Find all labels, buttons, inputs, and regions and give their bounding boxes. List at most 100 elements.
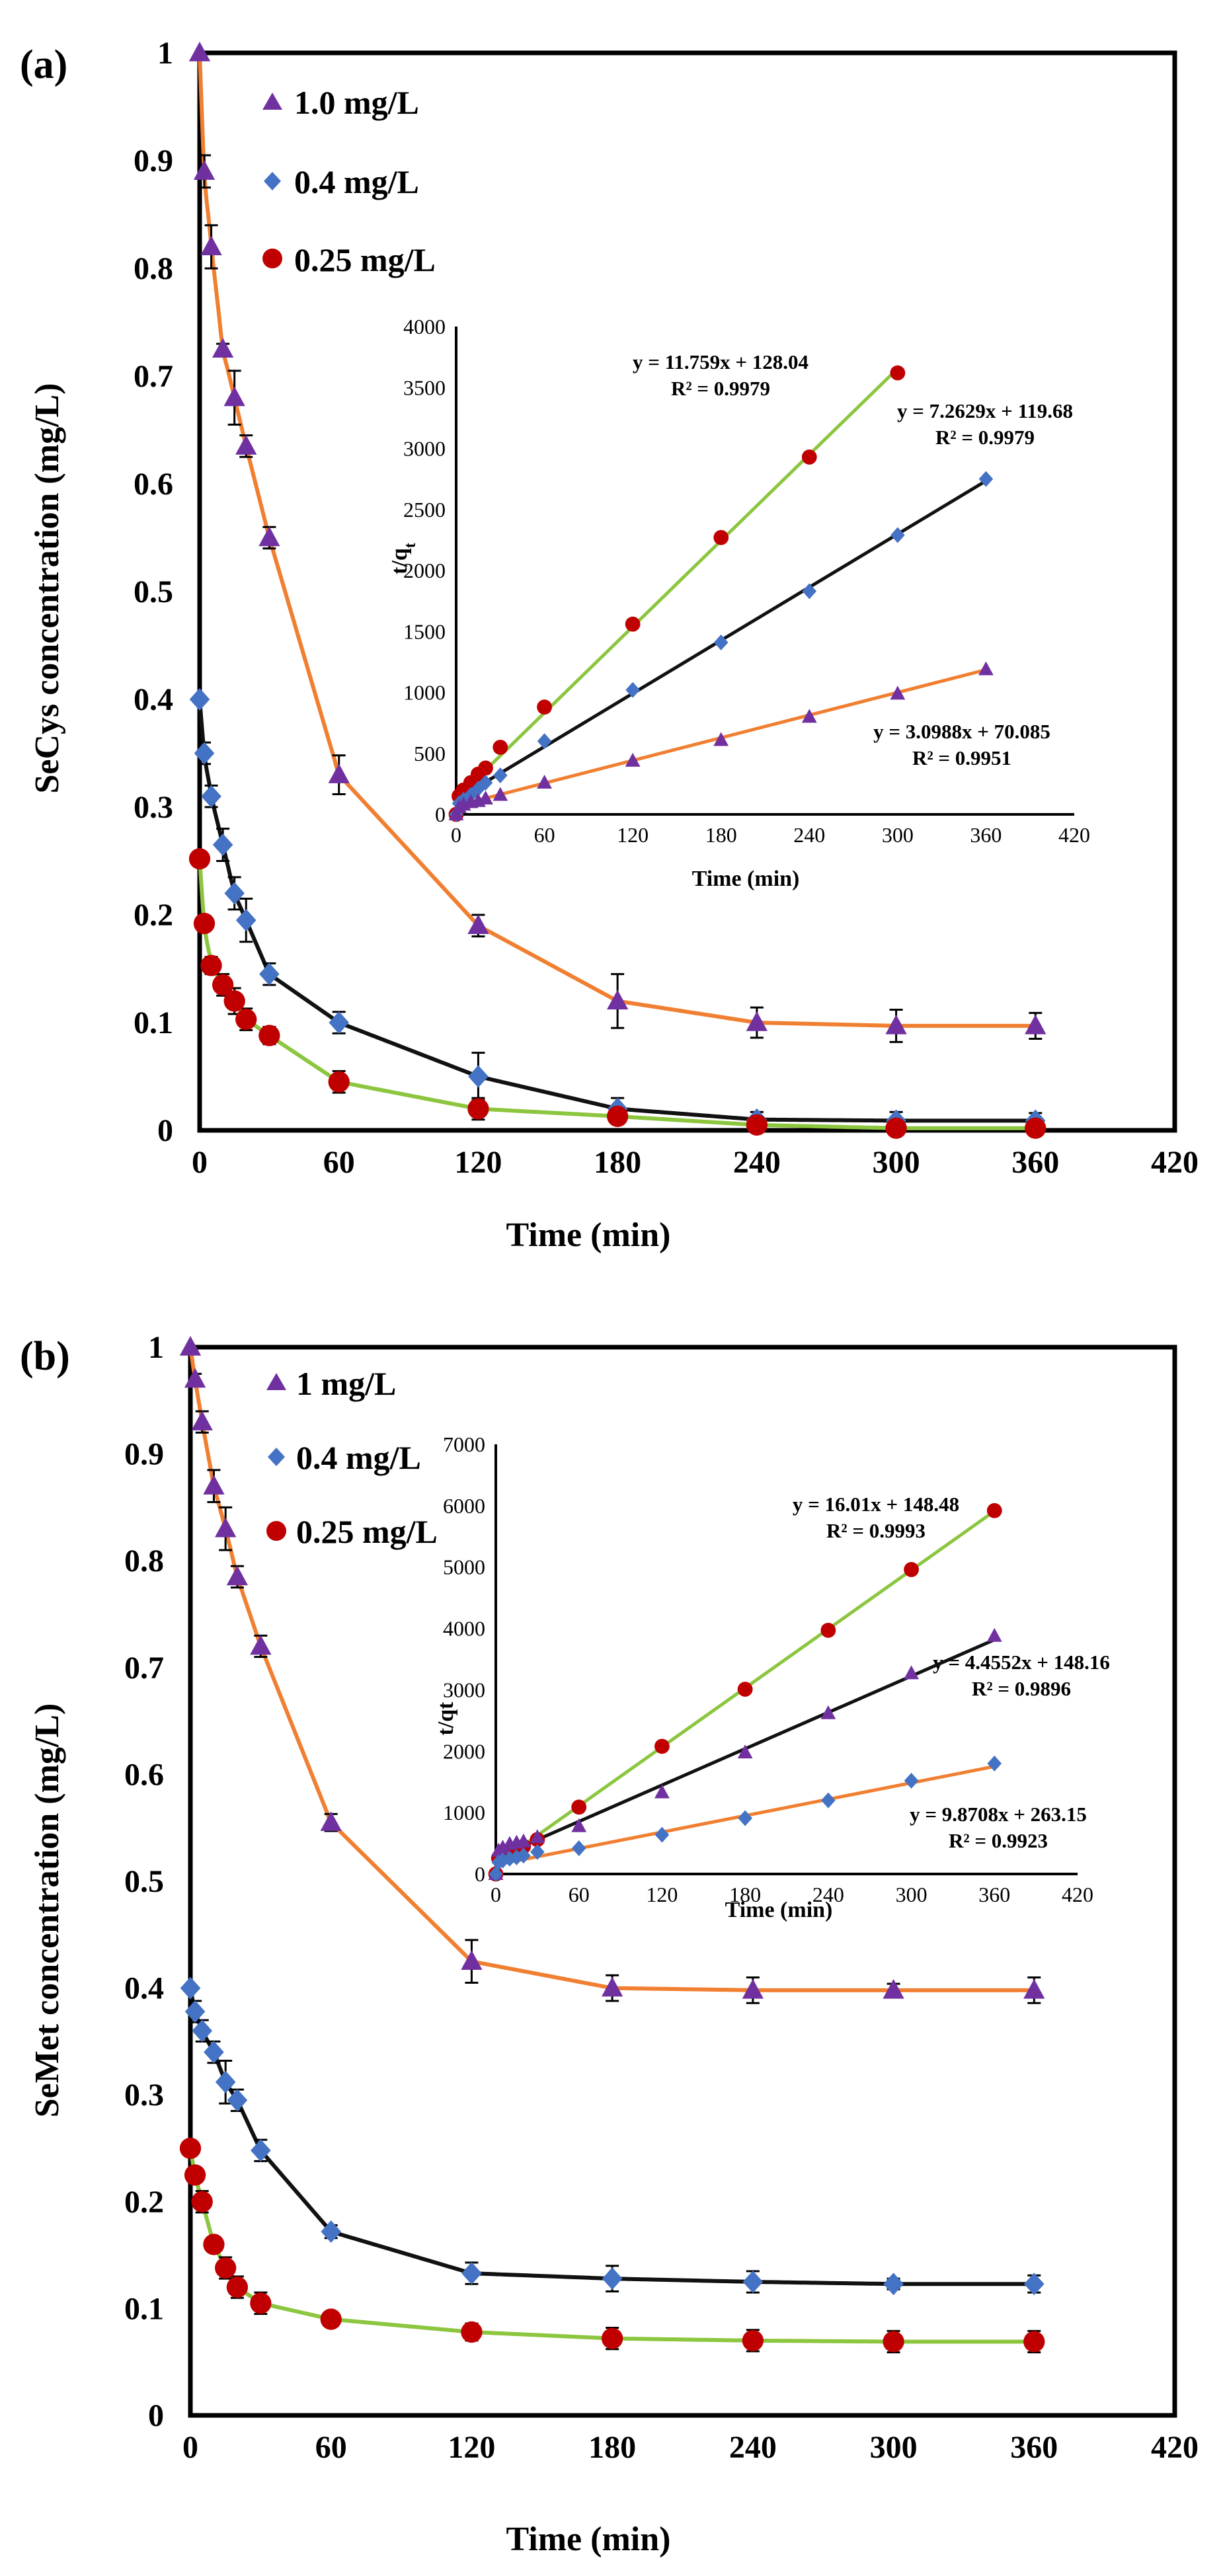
y-tick-label-2: 0.2 bbox=[134, 898, 173, 933]
series-2-point-12 bbox=[1023, 2331, 1045, 2353]
series-0-point-11 bbox=[883, 1978, 904, 1999]
legend-a-triangle-marker bbox=[262, 93, 282, 110]
inset-a-y-title-main: t/q bbox=[387, 548, 412, 574]
panel-0-inset-plot: 0 60 120 180 240 300 360 420 0 500 1000 1500 2000 250… bbox=[403, 315, 1090, 847]
x-tick-label-1: 60 bbox=[315, 2430, 347, 2465]
y-tick-label-6: 0.6 bbox=[134, 467, 173, 502]
plot-frame bbox=[197, 50, 1177, 1133]
chart-marks: 0 60 120 180 240 300 360 420 0 0.1 0.2 0.3 0.4 0.5 0.6… bbox=[124, 36, 1199, 2465]
series-0-point-4 bbox=[223, 386, 245, 407]
series-2-point-8 bbox=[461, 2321, 483, 2343]
inset-series-2-point-10 bbox=[801, 709, 817, 723]
inset-a-eq-1: y = 11.759x + 128.04 bbox=[633, 350, 809, 373]
panel-1-inset-plot: 0 60 120 180 240 300 360 420 0 1000 2000 3000 4000 50… bbox=[443, 1432, 1093, 1906]
inset-series-1-point-9 bbox=[737, 1744, 753, 1759]
legend-b-circle-marker bbox=[266, 1521, 286, 1541]
series-1-point-5 bbox=[227, 2089, 248, 2112]
inset-series-1-point-7 bbox=[537, 733, 552, 750]
series-1-point-6 bbox=[259, 962, 280, 986]
inset-y-tick-label-1: 1000 bbox=[443, 1801, 485, 1824]
y-tick-label-7: 0.7 bbox=[134, 359, 173, 394]
x-tick-label-2: 120 bbox=[448, 2430, 495, 2465]
series-2-point-6 bbox=[250, 2292, 272, 2314]
inset-series-2-point-4 bbox=[509, 1849, 524, 1865]
inset-series-1-point-2 bbox=[495, 1840, 510, 1854]
x-tick-label-1: 60 bbox=[323, 1145, 355, 1180]
inset-series-1-point-5 bbox=[516, 1833, 532, 1848]
inset-series-0-point-6 bbox=[493, 740, 508, 755]
y-tick-label-7: 0.7 bbox=[124, 1651, 164, 1686]
legend-a-diamond-marker bbox=[264, 172, 281, 190]
inset-series-1-point-10 bbox=[802, 583, 817, 600]
y-tick-label-5: 0.5 bbox=[134, 574, 173, 609]
inset-x-tick-label-7: 420 bbox=[1058, 823, 1090, 847]
inset-y-tick-label-4: 4000 bbox=[443, 1617, 485, 1641]
inset-b-y-title-main: t/qt bbox=[434, 1701, 458, 1736]
plot-frame bbox=[188, 1345, 1177, 2418]
inset-a-y-title-sub: t bbox=[402, 543, 419, 548]
series-0-point-2 bbox=[191, 1411, 213, 1430]
inset-a-x-axis-title: Time (min) bbox=[692, 867, 800, 891]
series-1-point-5 bbox=[235, 909, 256, 932]
inset-x-tick-label-5: 300 bbox=[896, 1883, 927, 1906]
legend-b-entry-1: 1 mg/L bbox=[296, 1365, 396, 1402]
inset-series-0-point-7 bbox=[537, 699, 552, 715]
inset-x-tick-label-3: 180 bbox=[705, 823, 737, 847]
inset-series-0-point-7 bbox=[571, 1799, 587, 1815]
series-1-point-7 bbox=[321, 2220, 342, 2244]
inset-x-tick-label-1: 60 bbox=[534, 823, 555, 847]
series-2-point-4 bbox=[215, 2257, 237, 2279]
inset-series-2-point-6 bbox=[530, 1844, 545, 1860]
x-tick-label-4: 240 bbox=[733, 1145, 781, 1180]
panel-0-main-plot: 0 60 120 180 240 300 360 420 0 0.1 0.2 0.3 0.4 0.5 0.6… bbox=[134, 36, 1199, 1180]
inset-series-2-point-11 bbox=[890, 685, 906, 700]
series-2-point-2 bbox=[200, 955, 222, 976]
inset-y-tick-label-0: 0 bbox=[475, 1862, 485, 1886]
series-1-point-7 bbox=[329, 1011, 350, 1034]
x-tick-label-0: 0 bbox=[182, 2430, 198, 2465]
series-2-point-10 bbox=[746, 1114, 768, 1136]
series-2-fit-curve bbox=[188, 2148, 1035, 2344]
panel-a-y-axis-title: SeCys concentration (mg/L) bbox=[28, 383, 66, 793]
inset-y-tick-label-6: 6000 bbox=[443, 1494, 485, 1518]
panel-b-x-axis-title: Time (min) bbox=[506, 2520, 671, 2558]
inset-series-0-point-9 bbox=[737, 1682, 753, 1697]
y-tick-label-9: 0.9 bbox=[124, 1437, 164, 1472]
inset-series-2-point-7 bbox=[571, 1840, 586, 1856]
series-1-point-11 bbox=[883, 2273, 904, 2296]
inset-series-2-point-12 bbox=[987, 1755, 1002, 1772]
inset-series-2-point-7 bbox=[537, 775, 552, 789]
inset-series-1-point-10 bbox=[820, 1705, 836, 1719]
inset-series-2-point-11 bbox=[904, 1772, 919, 1789]
inset-x-tick-label-2: 120 bbox=[617, 823, 649, 847]
inset-series-2-point-12 bbox=[978, 661, 994, 676]
series-2-point-7 bbox=[328, 1071, 350, 1093]
inset-a-eq-3: y = 3.0988x + 70.085 bbox=[873, 720, 1050, 743]
series-1-fit-curve bbox=[188, 1988, 1035, 2286]
series-1-point-2 bbox=[201, 785, 221, 808]
inset-series-1-point-5 bbox=[478, 775, 493, 791]
x-tick-label-5: 300 bbox=[873, 1145, 920, 1180]
series-1-fit-curve bbox=[198, 699, 1036, 1123]
legend-b-diamond-marker bbox=[268, 1448, 285, 1466]
inset-series-2-point-5 bbox=[478, 791, 493, 805]
inset-series-2-point-2 bbox=[495, 1852, 510, 1869]
inset-series-2-point-8 bbox=[654, 1826, 670, 1843]
inset-a-eq-2: y = 7.2629x + 119.68 bbox=[897, 399, 1073, 422]
inset-series-1-point-8 bbox=[654, 1784, 670, 1799]
panel-b-label: (b) bbox=[20, 1334, 70, 1379]
series-1-point-0 bbox=[180, 1976, 201, 2000]
inset-series-1-point-7 bbox=[571, 1818, 587, 1832]
inset-y-tick-label-0: 0 bbox=[435, 802, 446, 826]
inset-x-tick-label-6: 360 bbox=[978, 1883, 1010, 1906]
inset-y-tick-label-3: 1500 bbox=[403, 619, 446, 643]
series-2-point-1 bbox=[184, 2164, 206, 2186]
inset-x-tick-label-0: 0 bbox=[451, 823, 461, 847]
series-2-point-0 bbox=[179, 2137, 202, 2160]
panel-1-main-plot: 0 60 120 180 240 300 360 420 0 0.1 0.2 0.3 0.4 0.5 0.6… bbox=[124, 1330, 1199, 2465]
inset-x-tick-label-4: 240 bbox=[812, 1883, 844, 1906]
inset-series-1-point-9 bbox=[713, 634, 729, 650]
series-2-point-0 bbox=[188, 848, 211, 870]
inset-series-0-point-10 bbox=[820, 1622, 836, 1638]
y-tick-label-3: 0.3 bbox=[124, 2078, 164, 2113]
